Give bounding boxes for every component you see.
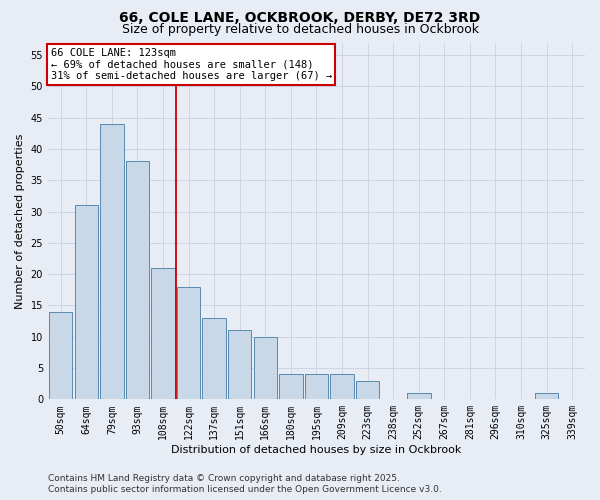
Text: 66 COLE LANE: 123sqm
← 69% of detached houses are smaller (148)
31% of semi-deta: 66 COLE LANE: 123sqm ← 69% of detached h…: [50, 48, 332, 81]
Bar: [407, 393, 431, 400]
Bar: [202, 318, 226, 400]
Bar: [151, 268, 175, 400]
Bar: [125, 162, 149, 400]
Text: Contains HM Land Registry data © Crown copyright and database right 2025.
Contai: Contains HM Land Registry data © Crown c…: [48, 474, 442, 494]
Bar: [177, 286, 200, 400]
Bar: [305, 374, 328, 400]
Bar: [49, 312, 73, 400]
Bar: [535, 393, 559, 400]
Bar: [279, 374, 302, 400]
Text: Size of property relative to detached houses in Ockbrook: Size of property relative to detached ho…: [121, 22, 479, 36]
Bar: [330, 374, 354, 400]
Bar: [254, 336, 277, 400]
Text: 66, COLE LANE, OCKBROOK, DERBY, DE72 3RD: 66, COLE LANE, OCKBROOK, DERBY, DE72 3RD: [119, 12, 481, 26]
X-axis label: Distribution of detached houses by size in Ockbrook: Distribution of detached houses by size …: [171, 445, 461, 455]
Bar: [356, 380, 379, 400]
Bar: [100, 124, 124, 400]
Bar: [74, 206, 98, 400]
Bar: [228, 330, 251, 400]
Y-axis label: Number of detached properties: Number of detached properties: [15, 133, 25, 308]
